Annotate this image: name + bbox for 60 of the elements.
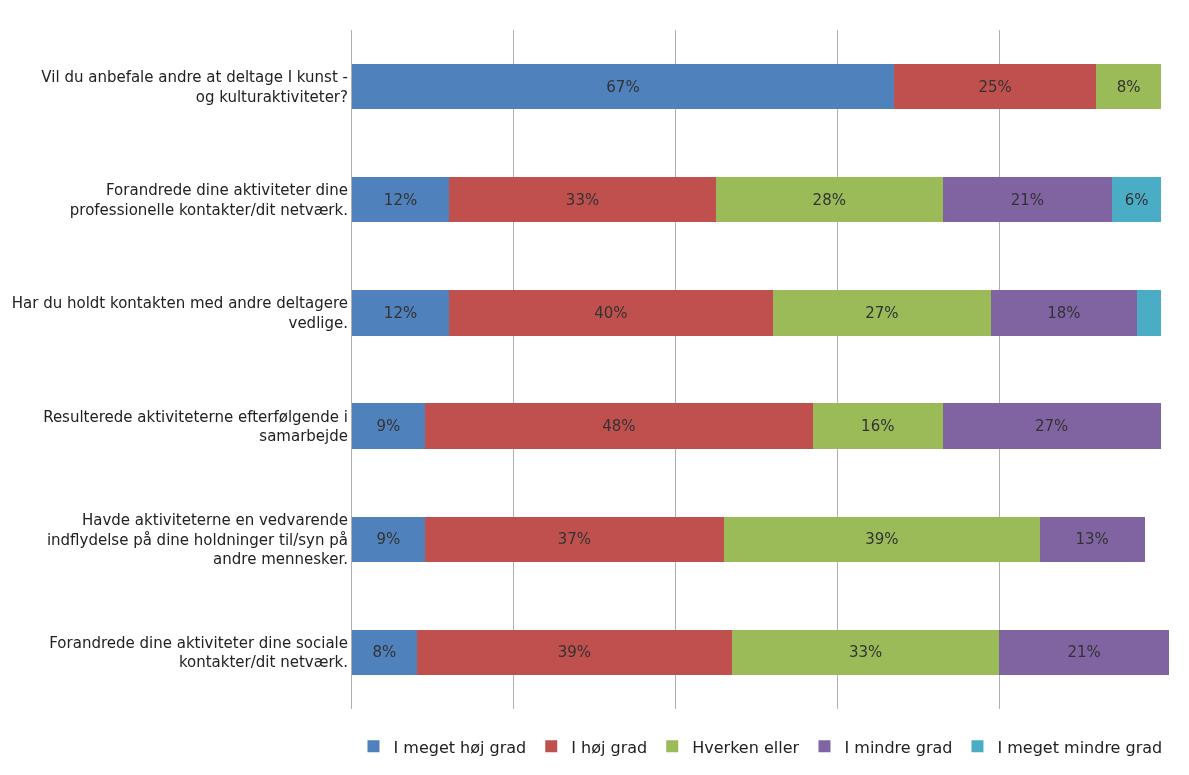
legend-label: I høj grad [571, 737, 648, 757]
data-label: 12% [383, 190, 418, 209]
bar [991, 290, 1137, 336]
bar [942, 177, 1113, 223]
data-label: 33% [565, 190, 600, 209]
data-label: 33% [848, 643, 883, 662]
y-tick-label: Har du holdt kontakten med andre deltagere vedlige. [11, 294, 348, 332]
bar [716, 177, 943, 223]
bar [416, 629, 733, 676]
bar [449, 290, 773, 336]
bar [942, 403, 1161, 449]
data-label: 21% [1010, 190, 1045, 209]
legend-label: I meget mindre grad [997, 737, 1163, 757]
bar [424, 516, 725, 562]
y-tick-label: Vil du anbefale andre at deltage I kunst - og kulturaktiviteter? [41, 68, 348, 106]
data-label: 67% [606, 77, 640, 96]
bar [772, 290, 992, 336]
bar [352, 516, 425, 562]
data-label: 13% [1075, 530, 1109, 549]
data-label: 9% [376, 530, 401, 549]
data-label: 39% [557, 643, 592, 662]
data-label: 48% [602, 417, 636, 436]
legend-label: I mindre grad [844, 737, 953, 757]
legend-label: I meget høj grad [393, 737, 527, 757]
bar [732, 629, 1000, 676]
bar [352, 177, 450, 223]
data-label: 37% [557, 530, 592, 549]
y-tick-label: Havde aktiviteterne en vedvarende indflydelse på dine holdninger til/syn på andre mennesker. [46, 511, 348, 568]
bar [352, 290, 450, 336]
bar [424, 403, 814, 449]
y-tick-label: Resulterede aktiviteterne efterfølgende i samarbejde [43, 407, 348, 446]
data-label: 27% [865, 303, 899, 322]
y-tick-label: Forandrede dine aktiviteter dine professionelle kontakter/dit netværk. [69, 181, 348, 219]
data-label: 18% [1047, 303, 1081, 322]
bar [724, 516, 1040, 562]
y-tick-label: Forandrede dine aktiviteter dine sociale kontakter/dit netværk. [49, 633, 348, 672]
legend-label: Hverken eller [692, 737, 800, 757]
data-label: 16% [861, 417, 895, 436]
data-label: 27% [1035, 417, 1069, 436]
bar [352, 63, 894, 110]
bar [1096, 63, 1161, 110]
bar [1112, 177, 1161, 223]
data-label: 40% [594, 303, 628, 322]
data-label: 9% [376, 417, 401, 436]
bar [813, 403, 943, 449]
bar [1039, 516, 1145, 562]
data-label: 8% [372, 643, 397, 662]
data-label: 6% [1124, 190, 1149, 209]
data-label: 28% [812, 190, 846, 209]
bar [1136, 290, 1161, 336]
bar [352, 629, 417, 676]
bar [352, 403, 425, 449]
data-label: 8% [1116, 77, 1141, 96]
bar [893, 63, 1097, 110]
data-label: 12% [383, 303, 418, 322]
bar [449, 177, 717, 223]
data-label: 39% [865, 530, 899, 549]
data-label: 25% [978, 77, 1012, 96]
data-label: 21% [1067, 643, 1101, 662]
bar [999, 629, 1169, 676]
